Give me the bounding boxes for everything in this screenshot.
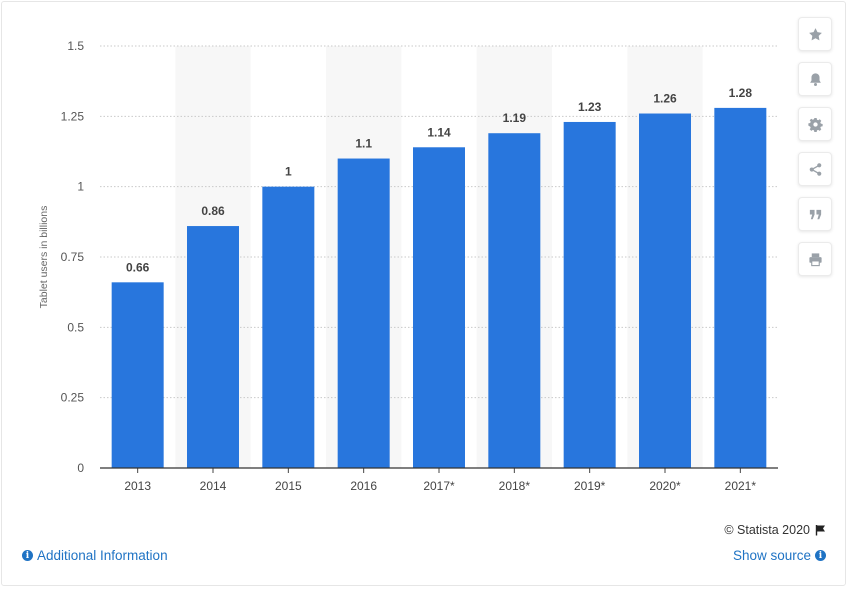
value-label: 1.19	[503, 111, 527, 125]
copyright-text: © Statista 2020	[724, 523, 810, 537]
value-label: 1.1	[355, 137, 372, 151]
flag-icon[interactable]	[815, 524, 827, 536]
value-labels: 0.66 0.86 1 1.1 1.14 1.19 1.23 1.26 1.28	[126, 86, 752, 274]
show-source-label: Show source	[732, 548, 811, 563]
print-icon	[808, 252, 822, 266]
share-button[interactable]	[798, 152, 832, 186]
bar[interactable]	[262, 186, 315, 468]
y-axis-ticks: 0 0.25 0.5 0.75 1 1.25 1.5	[61, 39, 85, 475]
y-tick-label: 0.5	[67, 320, 84, 334]
bar[interactable]	[639, 113, 691, 469]
star-icon	[808, 27, 822, 40]
x-tick-label: 2016	[350, 479, 377, 493]
bar[interactable]	[563, 121, 616, 469]
value-label: 1.26	[653, 92, 677, 106]
y-tick-label: 0.75	[61, 250, 85, 264]
y-tick-label: 1	[77, 180, 84, 194]
y-tick-label: 0.25	[61, 391, 85, 405]
x-tick-label: 2013	[124, 479, 151, 493]
cite-button[interactable]	[798, 197, 832, 231]
copyright: © Statista 2020	[724, 523, 827, 537]
bar[interactable]	[111, 282, 164, 468]
show-source-link[interactable]: Show source i	[733, 548, 826, 563]
value-label: 1	[285, 165, 292, 179]
x-tick-label: 2017*	[423, 479, 455, 493]
y-tick-label: 1.5	[67, 39, 84, 53]
x-tick-label: 2014	[200, 479, 227, 493]
y-tick-label: 1.25	[61, 109, 85, 123]
toolbar	[798, 17, 832, 276]
bar[interactable]	[337, 158, 390, 469]
value-label: 0.86	[201, 204, 225, 218]
bar[interactable]	[413, 147, 465, 468]
print-button[interactable]	[798, 242, 832, 276]
y-tick-label: 0	[77, 461, 84, 475]
x-tick-label: 2018*	[499, 479, 531, 493]
x-tick-label: 2021*	[725, 479, 757, 493]
share-icon	[809, 162, 821, 176]
bar[interactable]	[714, 107, 767, 468]
favorite-button[interactable]	[798, 17, 832, 51]
value-label: 1.28	[729, 86, 753, 100]
value-label: 1.14	[427, 125, 451, 139]
value-label: 1.23	[578, 100, 602, 114]
additional-information-link[interactable]: i Additional Information	[22, 548, 168, 563]
bars	[111, 107, 767, 469]
gear-icon	[807, 117, 823, 132]
x-tick-label: 2015	[275, 479, 302, 493]
info-icon: i	[815, 550, 826, 561]
bar[interactable]	[488, 133, 541, 469]
x-tick-label: 2019*	[574, 479, 606, 493]
bell-icon	[809, 72, 821, 86]
y-axis-label: Tablet users in billions	[38, 206, 50, 309]
bar[interactable]	[187, 226, 239, 468]
quote-icon	[809, 209, 821, 219]
value-label: 0.66	[126, 260, 150, 274]
additional-information-label: Additional Information	[37, 548, 168, 563]
x-axis-ticks: 2013 2014 2015 2016 2017* 2018* 2019* 2020* 2021…	[124, 468, 756, 493]
x-tick-label: 2020*	[649, 479, 681, 493]
settings-button[interactable]	[798, 107, 832, 141]
notification-button[interactable]	[798, 62, 832, 96]
info-icon: i	[22, 550, 33, 561]
